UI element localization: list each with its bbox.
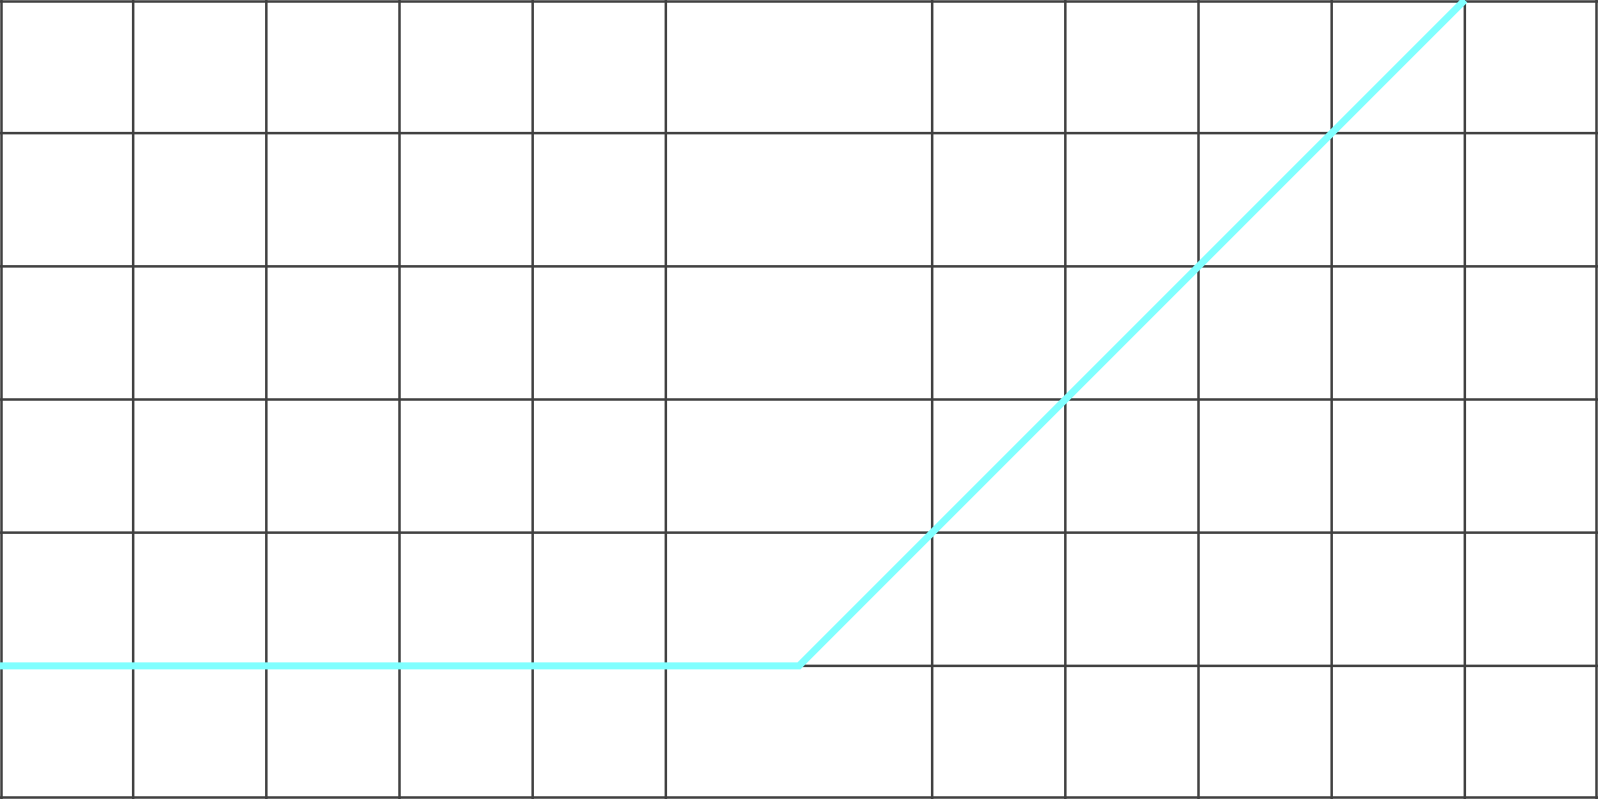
series-line [0, 0, 1468, 670]
series-layer [0, 0, 1468, 670]
